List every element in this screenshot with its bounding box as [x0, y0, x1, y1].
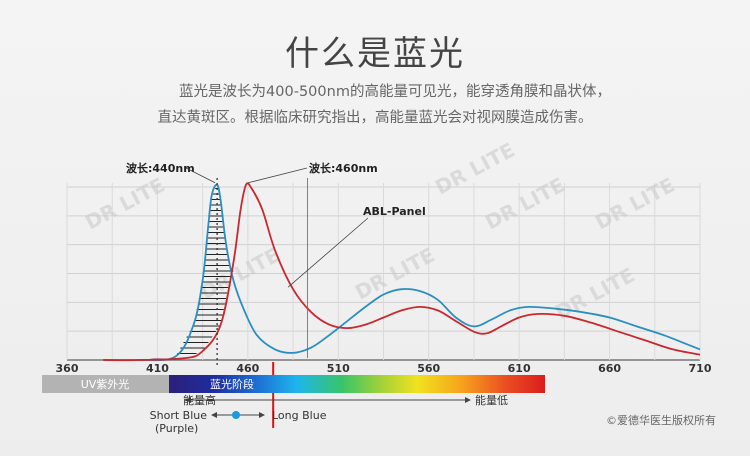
x-tick-610: 610 — [508, 362, 531, 375]
visible-spectrum-bar — [169, 375, 545, 393]
x-tick-660: 660 — [598, 362, 621, 375]
uv-label: UV紫外光 — [81, 377, 130, 391]
copyright-text: ©爱德华医生版权所有 — [606, 414, 716, 427]
x-tick-560: 560 — [417, 362, 440, 375]
annotation-abl-panel: ABL-Panel — [363, 205, 426, 218]
chart-grid — [66, 183, 701, 361]
watermark-text: DR LITE — [481, 173, 569, 235]
x-tick-710: 710 — [689, 362, 712, 375]
short-blue-label: Short Blue — [150, 409, 208, 422]
annotation-460nm-leader — [247, 167, 308, 184]
series-layer — [103, 182, 701, 362]
energy-low-label: 能量低 — [475, 393, 508, 407]
short-blue-sub-label: (Purple) — [155, 422, 198, 435]
long-blue-label: Long Blue — [272, 409, 327, 422]
annotation-layer: 波长:440nm 波长:460nm ABL-Panel — [126, 161, 426, 288]
reference-lines — [216, 178, 308, 428]
annotation-abl-panel-leader — [287, 217, 369, 288]
x-tick-360: 360 — [56, 362, 79, 375]
uv-bar — [42, 375, 169, 393]
x-tick-labels: 360 410 460 510 560 610 660 710 — [56, 362, 712, 375]
blue-marker-dot — [232, 411, 240, 419]
description-line-2: 直达黄斑区。根据临床研究指出，高能量蓝光会对视网膜造成伤害。 — [157, 110, 593, 126]
watermark-text: DR LITE — [81, 173, 169, 235]
annotation-440nm: 波长:440nm — [126, 161, 195, 175]
x-tick-510: 510 — [327, 362, 350, 375]
watermark-text: DR LITE — [431, 138, 519, 200]
abl-panel-curve — [103, 182, 701, 362]
watermark-text: DR LITE — [591, 173, 679, 235]
x-tick-460: 460 — [236, 362, 259, 375]
annotation-440nm-leader — [185, 167, 216, 184]
page-title: 什么是蓝光 — [285, 34, 465, 74]
energy-high-label: 能量高 — [183, 393, 216, 407]
blue-light-curve — [103, 183, 701, 362]
annotation-460nm: 波长:460nm — [309, 161, 378, 175]
blue-stage-label: 蓝光阶段 — [210, 377, 254, 391]
description-line-1: 蓝光是波长为400-500nm的高能量可见光，能穿透角膜和晶状体， — [179, 84, 611, 100]
x-tick-410: 410 — [146, 362, 169, 375]
